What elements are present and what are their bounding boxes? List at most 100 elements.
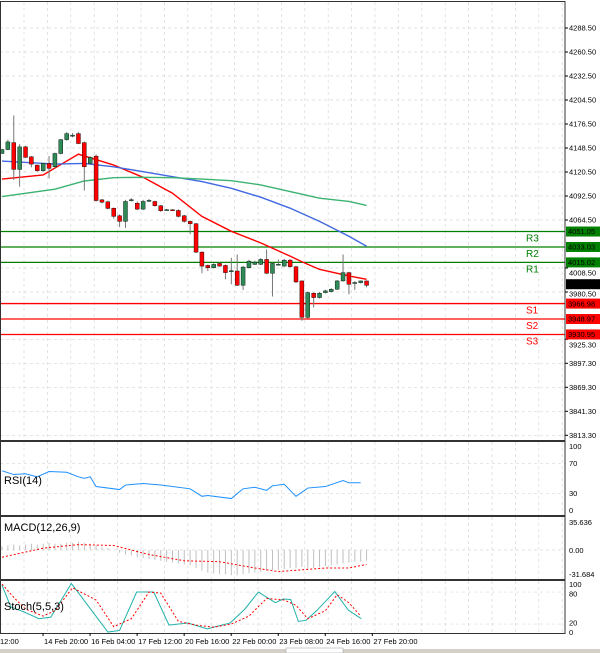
candle-bear xyxy=(158,205,163,211)
level-name-s3: S3 xyxy=(526,336,539,347)
price-tick-label: 3980.50 xyxy=(569,290,596,299)
candle-bear xyxy=(364,280,369,286)
candle-bull xyxy=(164,209,169,211)
candle-bull xyxy=(317,292,322,298)
panel-frame xyxy=(0,441,566,516)
candle-bear xyxy=(223,265,228,273)
price-tick-label: 4232.50 xyxy=(569,72,596,81)
macd-tick-label: -31.684 xyxy=(569,570,594,579)
stoch-title: Stoch(5,5,3) xyxy=(4,601,64,613)
candle-bear xyxy=(170,209,175,211)
panel-frame xyxy=(0,1,566,441)
axes: 4288.50 4260.50 4232.50 4204.50 4176.50 4148.… xyxy=(0,24,600,646)
price-tick-label: 4092.50 xyxy=(569,192,596,201)
level-price-label: 4051.05 xyxy=(568,227,595,236)
candle-bear xyxy=(293,266,299,283)
candle-bear xyxy=(76,133,81,144)
panel-frames xyxy=(0,1,566,634)
candle-bull xyxy=(52,153,58,167)
candle-bull xyxy=(329,289,334,292)
price-tick-label: 4176.50 xyxy=(569,120,596,129)
candlesticks xyxy=(0,115,369,321)
level-name-s1: S1 xyxy=(526,306,539,317)
current-price-badge xyxy=(566,279,600,290)
candle-bull xyxy=(123,201,128,222)
level-name-r3: R3 xyxy=(526,234,539,245)
candle-bull xyxy=(270,263,275,274)
moving-average-line xyxy=(1,176,367,207)
rsi-tick-label: 30 xyxy=(569,489,577,498)
price-tick-label: 4288.50 xyxy=(569,24,596,33)
candle-bear xyxy=(217,263,222,267)
candle-bull xyxy=(334,280,340,290)
current-price-label: 3989.58 xyxy=(568,280,595,289)
panel-frame xyxy=(0,580,566,634)
price-tick-label: 4148.50 xyxy=(569,144,596,153)
price-tick-label: 3897.30 xyxy=(569,359,596,368)
level-price-label: 3966.98 xyxy=(568,299,595,308)
candle-bull xyxy=(352,282,357,284)
indicators xyxy=(1,470,368,633)
candle-bull xyxy=(58,139,63,154)
rsi-tick-label: 100 xyxy=(569,442,582,451)
price-tick-label: 3813.30 xyxy=(569,431,596,440)
level-price-badge xyxy=(566,226,600,237)
price-tick-label: 4008.50 xyxy=(569,269,596,278)
macd-tick-label: 35.636 xyxy=(569,518,592,527)
candle-bear xyxy=(187,221,193,224)
time-tick-label: 12:00 xyxy=(0,637,19,646)
candle-bull xyxy=(140,201,146,210)
price-tick-label: 3841.30 xyxy=(569,407,596,416)
candle-bear xyxy=(99,199,105,203)
support-resistance-levels: R3 R2 R1 S1 S2 S3 xyxy=(0,230,565,347)
time-tick-label: 20 Feb 16:00 xyxy=(185,637,229,646)
candle-bear xyxy=(287,259,293,267)
candle-bear xyxy=(23,146,28,158)
rsi-tick-label: 0 xyxy=(569,506,573,515)
candle-bear xyxy=(311,292,316,298)
candle-bear xyxy=(193,223,199,253)
candle-bull xyxy=(129,199,134,201)
level-price-badge xyxy=(566,314,600,325)
level-price-label: 3948.97 xyxy=(568,315,595,324)
level-price-label: 4015.02 xyxy=(568,258,595,267)
active-chart-tab[interactable] xyxy=(285,647,344,653)
candle-bear xyxy=(105,201,111,209)
candle-bear xyxy=(176,210,181,217)
candle-bull xyxy=(305,292,310,318)
candle-bull xyxy=(70,134,75,137)
level-price-badge xyxy=(566,298,600,309)
candle-bull xyxy=(323,290,328,293)
level-name-r1: R1 xyxy=(526,264,539,275)
candle-bull xyxy=(258,259,263,265)
stoch-tick-label: 0 xyxy=(569,628,573,637)
price-tick-label: 3925.30 xyxy=(569,341,596,350)
macd-signal-line xyxy=(1,544,367,573)
candle-bear xyxy=(11,142,16,170)
time-tick-label: 22 Feb 00:00 xyxy=(232,637,276,646)
candle-bear xyxy=(46,163,52,169)
level-price-label: 3930.95 xyxy=(568,330,595,339)
candle-bull xyxy=(5,141,11,150)
rsi-tick-label: 70 xyxy=(569,459,577,468)
moving-average-line xyxy=(1,160,367,247)
level-price-badge xyxy=(566,257,600,268)
time-tick-label: 16 Feb 04:00 xyxy=(91,637,135,646)
candle-bear xyxy=(152,201,158,206)
candle-bull xyxy=(17,146,22,170)
candle-bear xyxy=(205,265,211,268)
candle-bear xyxy=(299,280,305,318)
price-tick-label: 3869.30 xyxy=(569,383,596,392)
price-tick-label: 4064.50 xyxy=(569,216,596,225)
candle-bull xyxy=(246,260,252,268)
candle-bear xyxy=(29,156,34,165)
level-name-r2: R2 xyxy=(526,249,539,260)
candle-bear xyxy=(93,155,99,201)
candle-bull xyxy=(276,264,281,266)
panel-frame xyxy=(0,516,566,580)
price-tick-label: 4204.50 xyxy=(569,96,596,105)
time-tick-label: 23 Feb 08:00 xyxy=(279,637,323,646)
time-tick-label: 27 Feb 20:00 xyxy=(373,637,417,646)
candle-bear xyxy=(234,270,240,286)
